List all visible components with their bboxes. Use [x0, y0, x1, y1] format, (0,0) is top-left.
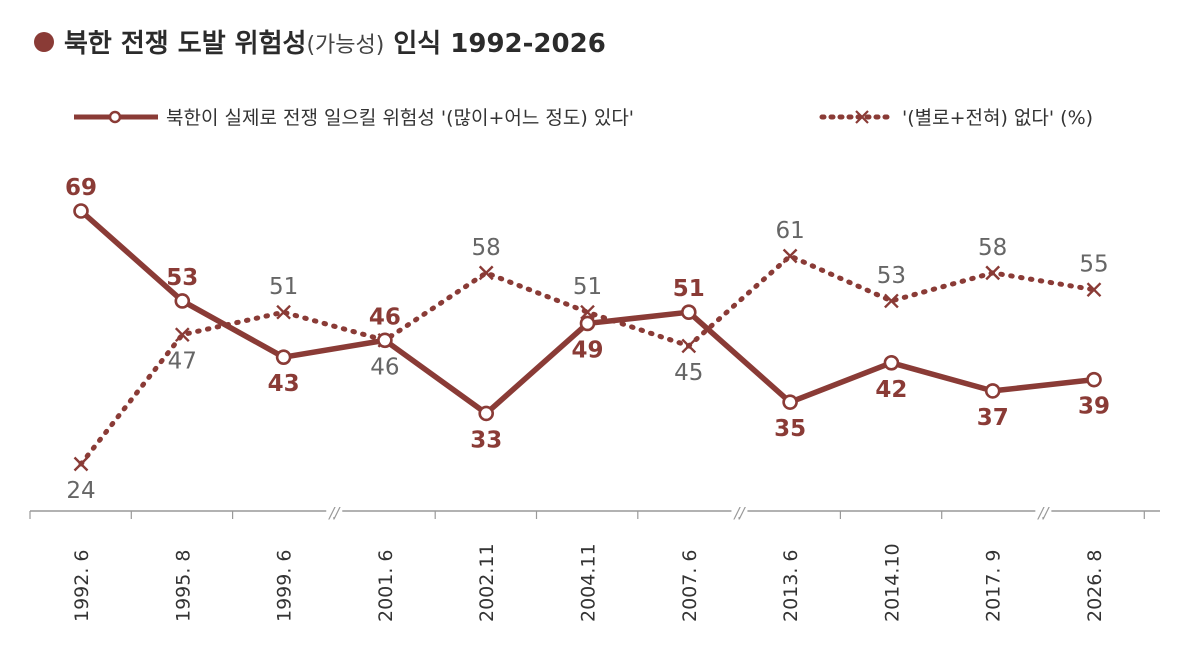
series-war-risk-marker [984, 383, 1001, 399]
axis-break-gap [326, 505, 343, 517]
series-war-risk [73, 203, 1102, 422]
chart-title: 북한 전쟁 도발 위험성(가능성) 인식 1992-2026 [64, 29, 606, 59]
data-label-not-likely: 61 [775, 218, 804, 244]
data-label-not-likely: 47 [168, 349, 197, 375]
data-label-war-risk: 49 [571, 337, 603, 363]
legend-label-series2: '(별로+전혀) 없다' (%) [902, 107, 1093, 129]
data-label-not-likely: 45 [674, 360, 703, 386]
series-war-risk-marker [883, 354, 900, 371]
axis-break-label: // [732, 504, 746, 522]
axis-break-gap [731, 505, 748, 517]
axis-break-gap [1035, 505, 1052, 517]
data-label-war-risk: 69 [65, 175, 97, 201]
x-tick-labels: 1992. 6 1995. 8 1999. 6 2001. 6 2002.11 2004.… [71, 543, 1106, 622]
data-label-war-risk: 37 [977, 405, 1009, 431]
x-tick-label: 2026. 8 [1084, 549, 1106, 622]
series-not-likely-marker [782, 248, 798, 264]
title-main: 북한 전쟁 도발 위험성 [64, 29, 306, 59]
data-label-war-risk: 35 [774, 416, 806, 442]
data-label-not-likely: 58 [472, 235, 501, 261]
data-label-war-risk: 43 [268, 371, 300, 397]
axis-break-label: // [327, 504, 341, 522]
series-war-risk-marker [680, 304, 697, 321]
series-not-likely-marker [580, 304, 595, 320]
data-label-war-risk: 42 [875, 377, 907, 403]
data-label-war-risk: 51 [673, 276, 705, 302]
x-tick-label: 1999. 6 [274, 549, 296, 622]
series-not-likely-marker [174, 327, 190, 343]
title-paren: (가능성) [306, 33, 384, 58]
data-labels: 69 53 43 46 33 49 51 35 42 37 39 24 47 51 46 58 51 45 61 53… [65, 175, 1110, 504]
data-label-war-risk: 39 [1078, 394, 1110, 420]
axis-break-mark: // [1035, 504, 1052, 522]
data-label-war-risk: 33 [470, 427, 502, 453]
title-suffix: 인식 1992-2026 [384, 29, 605, 59]
series-not-likely-marker [884, 293, 899, 309]
legend-marker-circle [108, 110, 122, 124]
x-tick-label: 2013. 6 [780, 549, 802, 622]
data-label-not-likely: 53 [877, 263, 906, 289]
data-label-war-risk: 53 [166, 265, 198, 291]
series-not-likely-marker [73, 456, 89, 472]
series-not-likely-marker [478, 265, 494, 281]
series-war-risk-marker [174, 293, 191, 309]
x-tick-label: 2001. 6 [375, 549, 397, 622]
series-war-risk-marker [782, 394, 798, 410]
x-axis: // // // [29, 504, 1160, 522]
series-war-risk-marker [579, 315, 596, 332]
series-war-risk-marker [377, 332, 393, 349]
data-label-not-likely: 51 [269, 274, 298, 300]
x-tick-label: 2007. 6 [679, 549, 701, 622]
title-bullet-icon [34, 32, 54, 52]
series-not-likely-marker [681, 338, 697, 354]
data-label-not-likely: 24 [66, 478, 95, 504]
axis-break-label: // [1036, 504, 1050, 522]
axis-break-mark: // [731, 504, 748, 522]
data-label-not-likely: 51 [573, 274, 602, 300]
series-war-risk-marker [275, 349, 292, 365]
series-not-likely-marker [276, 304, 291, 320]
x-tick-label: 2017. 9 [983, 549, 1005, 622]
x-tick-label: 2002.11 [476, 543, 498, 622]
series-not-likely-marker [985, 265, 1001, 281]
x-tick-label: 1992. 6 [71, 549, 93, 622]
x-tick-label: 1995. 8 [172, 549, 194, 622]
series-war-risk-marker [73, 203, 89, 219]
series-not-likely-marker [1086, 282, 1102, 298]
axis-break-mark: // [326, 504, 343, 522]
data-label-not-likely: 58 [978, 235, 1007, 261]
x-tick-label: 2004.11 [578, 543, 600, 622]
data-label-war-risk: 46 [369, 304, 401, 330]
legend-marker-x [855, 110, 869, 124]
data-label-not-likely: 46 [370, 354, 399, 380]
legend: 북한이 실제로 전쟁 일으킬 위험성 '(많이+어느 정도) 있다' '(별로+… [74, 107, 1093, 129]
data-label-not-likely: 55 [1079, 252, 1108, 278]
series-war-risk-marker [1086, 371, 1102, 388]
legend-label-series1: 북한이 실제로 전쟁 일으킬 위험성 '(많이+어느 정도) 있다' [166, 107, 634, 129]
series-war-risk-marker [478, 405, 495, 422]
x-tick-label: 2014.10 [881, 543, 903, 622]
